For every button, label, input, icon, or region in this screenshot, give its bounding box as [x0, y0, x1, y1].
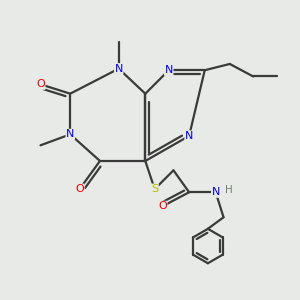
Text: H: H	[225, 185, 233, 195]
Text: N: N	[212, 187, 220, 197]
Text: O: O	[75, 184, 84, 194]
Text: S: S	[151, 184, 158, 194]
Text: O: O	[158, 201, 167, 211]
Text: N: N	[115, 64, 123, 74]
Text: N: N	[185, 131, 193, 141]
Text: N: N	[66, 129, 74, 140]
Text: N: N	[165, 65, 173, 75]
Text: O: O	[36, 79, 45, 89]
